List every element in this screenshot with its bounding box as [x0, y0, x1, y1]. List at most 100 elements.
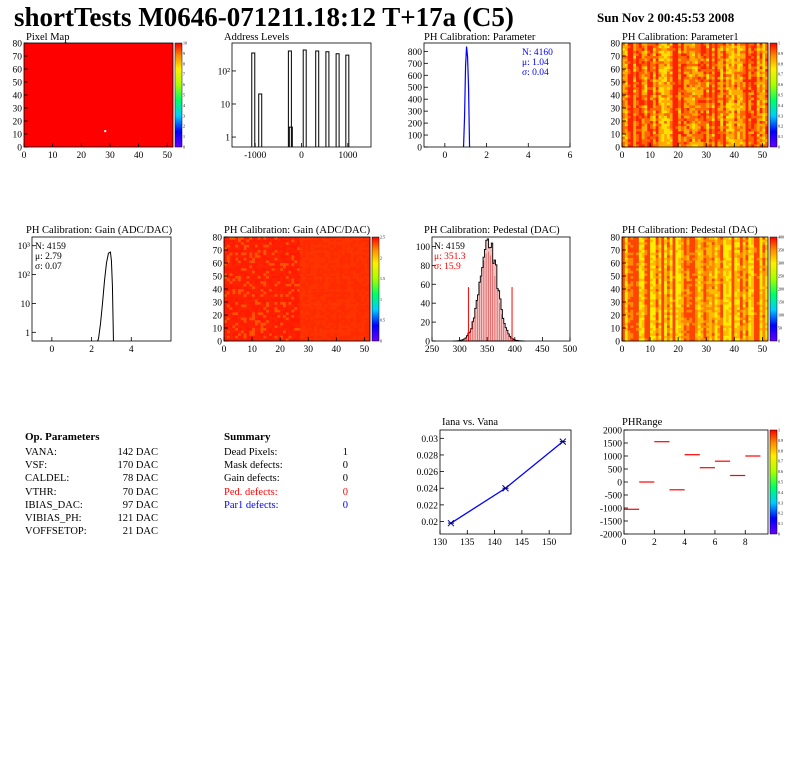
heatmap-cell: [226, 294, 230, 298]
heatmap-cell: [689, 97, 693, 101]
heatmap-cell: [238, 281, 242, 285]
heatmap-cell: [706, 48, 710, 52]
heatmap-cell: [661, 82, 665, 85]
heatmap-cell: [313, 260, 317, 264]
heatmap-cell: [647, 296, 651, 300]
heatmap-cell: [299, 320, 303, 324]
heatmap-cell: [633, 278, 637, 282]
heatmap-cell: [756, 97, 760, 101]
heatmap-cell: [353, 304, 357, 308]
heatmap-cell: [311, 278, 315, 282]
heatmap-cell: [728, 118, 732, 122]
heatmap-cell: [695, 87, 699, 91]
address-peak: [287, 50, 292, 147]
heatmap-cell: [765, 121, 769, 124]
heatmap-cell: [624, 79, 628, 83]
heatmap-cell: [714, 95, 718, 98]
heatmap-cell: [692, 63, 696, 67]
heatmap-cell: [745, 87, 749, 91]
heatmap-cell: [751, 84, 755, 88]
heatmap-cell: [327, 263, 331, 266]
heatmap-cell: [644, 263, 648, 266]
heatmap-cell: [336, 281, 340, 285]
heatmap-cell: [655, 89, 659, 93]
heatmap-cell: [697, 110, 701, 114]
heatmap-cell: [322, 312, 326, 316]
heatmap-cell: [697, 87, 701, 91]
heatmap-cell: [624, 268, 628, 272]
heatmap-cell: [650, 255, 654, 259]
heatmap-cell: [748, 58, 752, 62]
heatmap-cell: [717, 45, 721, 49]
heatmap-cell: [333, 291, 337, 295]
heatmap-cell: [633, 61, 637, 65]
heatmap-cell: [243, 244, 247, 248]
heatmap-cell: [319, 239, 323, 243]
heatmap-cell: [647, 66, 651, 70]
heatmap-cell: [277, 291, 281, 295]
heatmap-cell: [652, 317, 656, 321]
heatmap-cell: [669, 89, 673, 93]
heatmap-cell: [330, 276, 334, 279]
heatmap-cell: [240, 322, 244, 326]
heatmap-cell: [327, 294, 331, 298]
heatmap-cell: [277, 338, 281, 342]
heatmap-cell: [277, 278, 281, 282]
heatmap-cell: [305, 278, 309, 282]
heatmap-cell: [229, 320, 233, 324]
heatmap-cell: [720, 144, 724, 148]
heatmap-cell: [302, 307, 306, 311]
heatmap-cell: [652, 58, 656, 62]
heatmap-cell: [282, 291, 287, 295]
heatmap-cell: [238, 335, 242, 339]
heatmap-cell: [678, 50, 682, 54]
color-scale-label: 7: [183, 72, 185, 77]
heatmap-cell: [235, 302, 239, 305]
heatmap-cell: [756, 82, 760, 85]
heatmap-cell: [756, 128, 760, 132]
heatmap-cell: [624, 50, 628, 54]
heatmap-cell: [638, 105, 642, 109]
heatmap-cell: [226, 330, 230, 334]
heatmap-cell: [695, 136, 699, 140]
heatmap-cell: [714, 69, 718, 72]
heatmap-cell: [748, 79, 752, 83]
heatmap-cell: [650, 296, 654, 300]
heatmap-cell: [367, 289, 371, 292]
heatmap-cell: [311, 247, 315, 251]
heatmap-cell: [720, 69, 724, 72]
heatmap-cell: [739, 58, 744, 62]
heatmap-cell: [316, 315, 320, 318]
heatmap-cell: [742, 118, 746, 122]
heatmap-cell: [700, 69, 704, 72]
heatmap-cell: [725, 108, 729, 111]
heatmap-cell: [336, 304, 340, 308]
heatmap-cell: [666, 76, 671, 80]
heatmap-cell: [229, 330, 233, 334]
heatmap-cell: [737, 45, 741, 49]
heatmap-cell: [753, 58, 758, 62]
heatmap-cell: [355, 242, 360, 246]
heatmap-cell: [641, 268, 645, 272]
heatmap-cell: [748, 82, 752, 85]
heatmap-cell: [692, 92, 696, 96]
heatmap-cell: [624, 58, 628, 62]
heatmap-cell: [717, 131, 721, 135]
heatmap-cell: [271, 268, 275, 272]
heatmap-cell: [697, 43, 701, 46]
heatmap-cell: [728, 97, 732, 101]
heatmap-cell: [672, 113, 676, 117]
heatmap-cell: [319, 263, 323, 266]
heatmap-cell: [243, 304, 247, 308]
heatmap-cell: [622, 242, 626, 246]
heatmap-cell: [288, 263, 292, 266]
heatmap-cell: [683, 139, 687, 143]
heatmap-cell: [327, 257, 331, 261]
heatmap-cell: [658, 291, 662, 295]
heatmap-cell: [717, 136, 721, 140]
heatmap-cell: [226, 263, 230, 266]
heatmap-cell: [725, 43, 729, 46]
heatmap-cell: [347, 320, 351, 324]
heatmap-cell: [249, 312, 253, 316]
heatmap-cell: [745, 134, 749, 137]
